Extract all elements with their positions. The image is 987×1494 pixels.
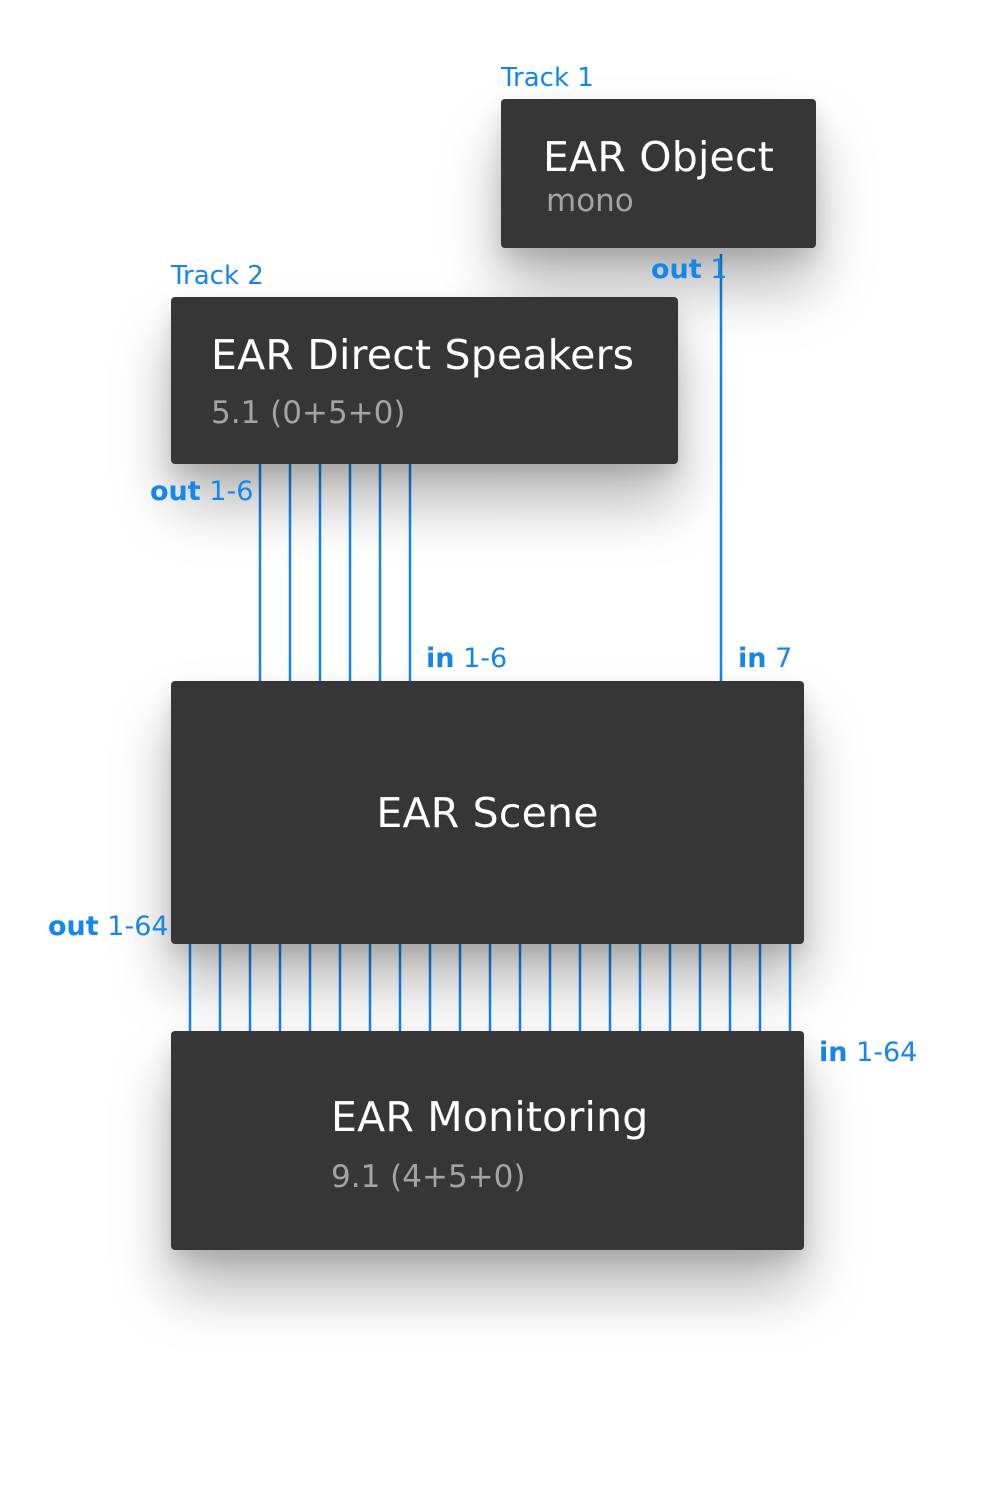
direct-speakers-to-scene-wires bbox=[258, 464, 412, 681]
direct-speakers-out-keyword: out bbox=[150, 476, 201, 507]
ear-direct-speakers-block[interactable]: EAR Direct Speakers 5.1 (0+5+0) bbox=[171, 297, 678, 464]
ear-scene-block[interactable]: EAR Scene bbox=[171, 681, 804, 944]
track-1-label: Track 1 bbox=[501, 63, 594, 93]
scene-out-keyword: out bbox=[48, 911, 99, 942]
ear-object-title: EAR Object bbox=[543, 133, 775, 181]
ear-object-block[interactable]: EAR Object mono bbox=[501, 99, 816, 248]
ear-scene-title: EAR Scene bbox=[376, 789, 599, 837]
direct-speakers-out-label: out 1-6 bbox=[150, 476, 253, 507]
scene-in-object-label: in 7 bbox=[738, 643, 792, 674]
monitoring-in-keyword: in bbox=[819, 1037, 848, 1068]
object-out-range: 1 bbox=[710, 254, 728, 285]
object-out-keyword: out bbox=[651, 254, 702, 285]
ear-monitoring-title: EAR Monitoring bbox=[331, 1093, 649, 1141]
direct-speakers-out-range: 1-6 bbox=[209, 476, 254, 507]
track-2-label: Track 2 bbox=[171, 261, 264, 291]
scene-out-label: out 1-64 bbox=[48, 911, 169, 942]
scene-in-object-range: 7 bbox=[775, 643, 793, 674]
monitoring-in-label: in 1-64 bbox=[819, 1037, 917, 1068]
object-out-label: out 1 bbox=[651, 254, 727, 285]
scene-in-object-keyword: in bbox=[738, 643, 767, 674]
ear-direct-speakers-title: EAR Direct Speakers bbox=[211, 331, 635, 379]
scene-in-direct-range: 1-6 bbox=[463, 643, 508, 674]
scene-to-monitoring-wires bbox=[188, 944, 792, 1031]
ear-direct-speakers-subtitle: 5.1 (0+5+0) bbox=[211, 395, 406, 431]
monitoring-in-range: 1-64 bbox=[856, 1037, 918, 1068]
ear-object-subtitle: mono bbox=[546, 183, 634, 219]
scene-in-direct-keyword: in bbox=[426, 643, 455, 674]
ear-monitoring-subtitle: 9.1 (4+5+0) bbox=[331, 1159, 526, 1195]
scene-in-direct-label: in 1-6 bbox=[426, 643, 507, 674]
ear-monitoring-block[interactable]: EAR Monitoring 9.1 (4+5+0) bbox=[171, 1031, 804, 1250]
scene-out-range: 1-64 bbox=[107, 911, 169, 942]
